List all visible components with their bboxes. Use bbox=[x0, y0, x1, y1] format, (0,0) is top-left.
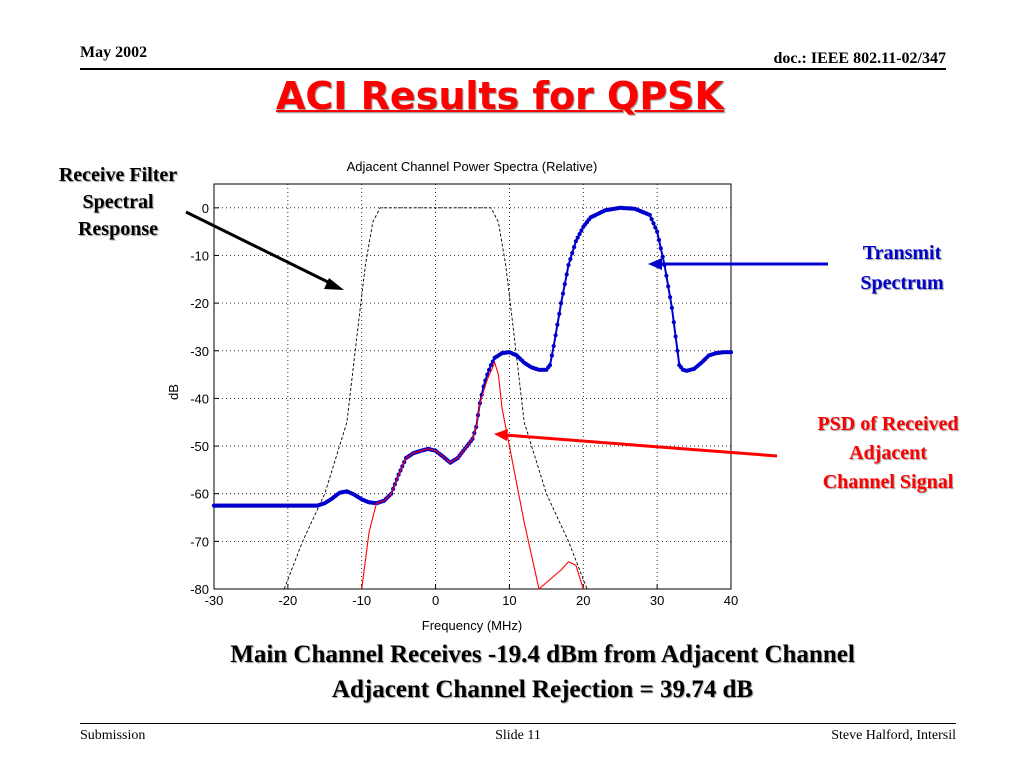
transmit-data-point bbox=[547, 363, 553, 368]
psd-line-1: PSD of Received bbox=[817, 413, 959, 435]
header-divider bbox=[80, 68, 946, 70]
y-tick-label: -70 bbox=[190, 534, 209, 549]
transmit-data-point bbox=[651, 221, 656, 226]
caption-line-2: Adjacent Channel Rejection = 39.74 dB bbox=[331, 676, 754, 703]
x-tick-label: 10 bbox=[502, 593, 516, 608]
x-tick-label: 30 bbox=[650, 593, 664, 608]
transmit-data-point bbox=[649, 217, 654, 222]
y-tick-label: -20 bbox=[190, 296, 209, 311]
transmit-data-point bbox=[568, 256, 573, 262]
transmit-data-point bbox=[653, 225, 658, 230]
psd-line-3: Channel Signal bbox=[822, 471, 954, 493]
transmit-data-point bbox=[487, 367, 492, 372]
transmit-data-point bbox=[555, 322, 560, 327]
receive-filter-line bbox=[283, 207, 588, 590]
receive-filter-arrow bbox=[185, 210, 335, 287]
transmit-arrowhead bbox=[648, 258, 662, 270]
transmit-data-point bbox=[673, 334, 678, 339]
transmit-data-point bbox=[551, 343, 556, 349]
x-tick-label: 40 bbox=[724, 593, 738, 608]
x-axis-label: Frequency (MHz) bbox=[422, 618, 522, 633]
transmit-data-point bbox=[488, 363, 494, 368]
receive-filter-arrowhead bbox=[324, 278, 344, 290]
chart-title: Adjacent Channel Power Spectra (Relative… bbox=[347, 159, 598, 174]
footer-divider bbox=[80, 723, 956, 724]
y-tick-label: 0 bbox=[202, 201, 209, 216]
transmit-data-point bbox=[668, 295, 673, 300]
psd-line-2: Adjacent bbox=[849, 442, 927, 464]
transmit-data-point bbox=[666, 284, 671, 289]
transmit-data-point bbox=[570, 251, 575, 256]
transmit-data-point bbox=[660, 254, 665, 259]
transmit-data-point bbox=[671, 320, 676, 325]
footer-right: Steve Halford, Intersil bbox=[831, 728, 956, 743]
transmit-data-point bbox=[728, 350, 734, 355]
plot-area bbox=[213, 183, 732, 590]
transmit-data-point bbox=[490, 359, 495, 364]
transmit-data-point bbox=[675, 348, 680, 353]
transmit-data-point bbox=[562, 282, 567, 287]
receive-filter-line-1: Receive Filter bbox=[58, 164, 178, 186]
transmit-data-point bbox=[656, 237, 662, 243]
transmit-data-point bbox=[553, 333, 558, 338]
transmit-data-point bbox=[564, 272, 569, 277]
transmit-data-point bbox=[549, 353, 555, 358]
transmit-data-point bbox=[559, 301, 564, 306]
transmit-line-2: Spectrum bbox=[860, 272, 944, 294]
y-tick-label: -60 bbox=[190, 487, 209, 502]
transmit-data-point bbox=[655, 229, 660, 234]
axis-ticks: -30 -20 -10 0 10 20 30 40 0 -10 -20 -30 -40 -50 -60 -70… bbox=[190, 201, 738, 608]
transmit-line-1: Transmit bbox=[862, 242, 942, 264]
footer-left: Submission bbox=[80, 728, 146, 743]
y-tick-label: -30 bbox=[190, 344, 209, 359]
y-tick-label: -80 bbox=[190, 582, 209, 597]
transmit-data-point bbox=[575, 235, 580, 240]
caption-line-1: Main Channel Receives -19.4 dBm from Adj… bbox=[230, 641, 855, 668]
transmit-data-point bbox=[658, 246, 663, 251]
x-tick-label: -10 bbox=[352, 593, 371, 608]
transmit-data-point bbox=[579, 228, 584, 233]
psd-main-lobe-line bbox=[361, 361, 577, 591]
receive-filter-line-3: Response bbox=[77, 218, 158, 240]
transmit-data-point bbox=[572, 245, 577, 250]
transmit-data-point bbox=[573, 239, 579, 244]
transmit-data-point bbox=[557, 311, 562, 316]
receive-filter-line-2: Spectral bbox=[82, 191, 154, 213]
psd-annotation: PSD of Received Adjacent Channel Signal bbox=[772, 410, 1004, 497]
header-date: May 2002 bbox=[80, 44, 148, 61]
transmit-data-point bbox=[485, 372, 490, 377]
x-tick-label: 20 bbox=[576, 593, 590, 608]
transmit-data-point bbox=[669, 305, 675, 310]
header-doc-id: doc.: IEEE 802.11-02/347 bbox=[773, 50, 946, 67]
x-tick-label: 0 bbox=[432, 593, 439, 608]
x-tick-label: -30 bbox=[205, 593, 224, 608]
y-tick-label: -50 bbox=[190, 439, 209, 454]
y-tick-label: -40 bbox=[190, 391, 209, 406]
series-layer bbox=[211, 205, 734, 591]
transmit-data-point bbox=[566, 262, 571, 268]
slide-title: ACI Results for QPSK bbox=[276, 74, 724, 118]
psd-arrow bbox=[503, 433, 778, 458]
transmit-data-point bbox=[577, 231, 582, 237]
transmit-data-point bbox=[560, 291, 566, 296]
y-tick-label: -10 bbox=[190, 248, 209, 263]
footer-slide-number: Slide 11 bbox=[495, 728, 541, 743]
psd-sidelobe-line bbox=[575, 565, 584, 590]
y-axis-label: dB bbox=[166, 384, 181, 400]
transmit-data-point bbox=[664, 273, 669, 278]
transmit-data-point bbox=[647, 212, 652, 218]
psd-arrowhead bbox=[494, 429, 508, 441]
x-tick-label: -20 bbox=[278, 593, 297, 608]
transmit-annotation: Transmit Spectrum bbox=[822, 238, 982, 298]
receive-filter-annotation: Receive Filter Spectral Response bbox=[28, 162, 208, 243]
